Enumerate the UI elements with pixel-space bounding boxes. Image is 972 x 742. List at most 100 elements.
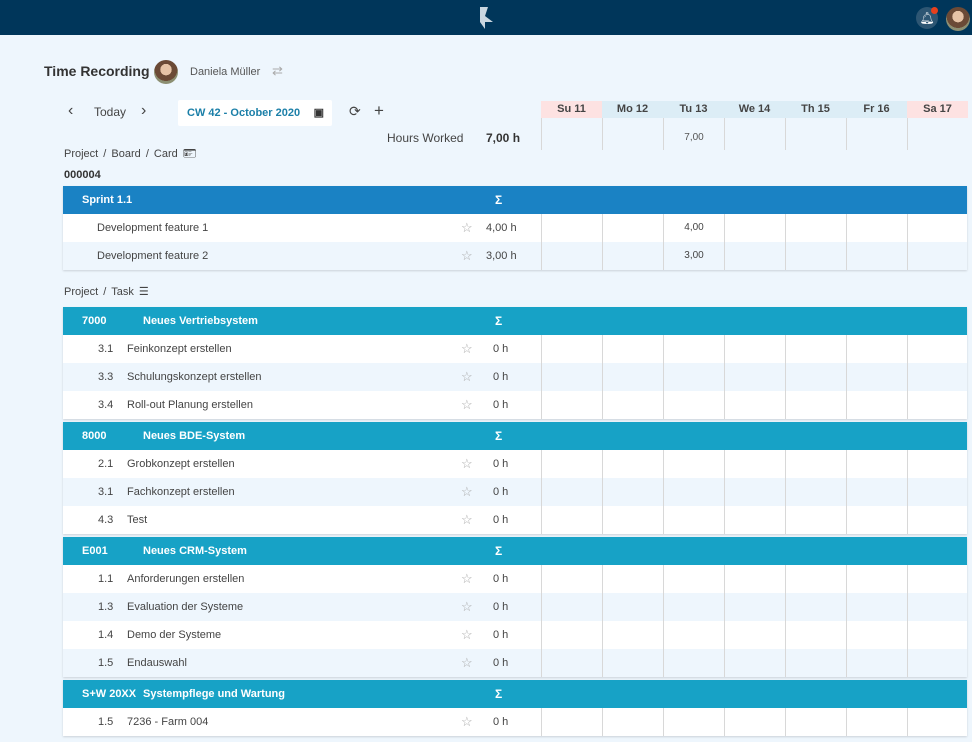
day-cell[interactable] — [724, 363, 785, 391]
day-cell[interactable] — [663, 565, 724, 593]
day-cell[interactable] — [602, 335, 663, 363]
day-cell[interactable] — [724, 242, 785, 270]
day-cell[interactable] — [846, 391, 907, 419]
day-cell[interactable] — [663, 391, 724, 419]
app-logo[interactable] — [479, 7, 495, 29]
day-cell[interactable] — [663, 593, 724, 621]
day-cell[interactable] — [846, 242, 907, 270]
star-icon[interactable]: ☆ — [461, 655, 473, 670]
day-cell[interactable] — [602, 621, 663, 649]
day-cell[interactable] — [541, 708, 602, 736]
day-cell[interactable] — [846, 363, 907, 391]
day-cell[interactable] — [785, 621, 846, 649]
day-cell[interactable] — [785, 214, 846, 242]
day-cell[interactable] — [663, 335, 724, 363]
day-cell[interactable] — [602, 391, 663, 419]
group-header[interactable]: S+W 20XX Systempflege und Wartung Σ — [63, 680, 967, 708]
day-cell[interactable] — [602, 649, 663, 677]
day-cell[interactable] — [724, 621, 785, 649]
day-cell[interactable] — [785, 335, 846, 363]
day-cell[interactable] — [541, 450, 602, 478]
day-cell[interactable] — [785, 593, 846, 621]
day-cell[interactable] — [602, 506, 663, 534]
day-cell[interactable] — [907, 214, 968, 242]
day-cell[interactable] — [785, 450, 846, 478]
next-week-button[interactable]: › — [141, 102, 147, 119]
day-cell[interactable] — [846, 335, 907, 363]
day-cell[interactable] — [846, 708, 907, 736]
day-cell[interactable] — [907, 478, 968, 506]
day-cell[interactable] — [724, 391, 785, 419]
day-cell[interactable] — [907, 335, 968, 363]
day-cell[interactable] — [724, 450, 785, 478]
day-cell[interactable] — [846, 565, 907, 593]
group-header[interactable]: 7000 Neues Vertriebsystem Σ — [63, 307, 967, 335]
day-cell[interactable]: 3,00 — [663, 242, 724, 270]
day-cell[interactable] — [907, 450, 968, 478]
prev-week-button[interactable]: ‹ — [68, 102, 74, 119]
day-cell[interactable] — [907, 621, 968, 649]
day-cell[interactable] — [724, 335, 785, 363]
day-cell[interactable] — [541, 478, 602, 506]
day-cell[interactable]: 4,00 — [663, 214, 724, 242]
day-cell[interactable] — [663, 708, 724, 736]
day-cell[interactable] — [846, 621, 907, 649]
switch-user-icon[interactable]: ⇄ — [272, 63, 283, 78]
day-cell[interactable] — [846, 478, 907, 506]
group-header[interactable]: E001 Neues CRM-System Σ — [63, 537, 967, 565]
day-cell[interactable] — [907, 242, 968, 270]
day-cell[interactable] — [541, 565, 602, 593]
star-icon[interactable]: ☆ — [461, 599, 473, 614]
day-cell[interactable] — [785, 478, 846, 506]
star-icon[interactable]: ☆ — [461, 456, 473, 471]
group-header[interactable]: 8000 Neues BDE-System Σ — [63, 422, 967, 450]
day-cell[interactable] — [846, 593, 907, 621]
day-cell[interactable] — [602, 593, 663, 621]
day-cell[interactable] — [907, 649, 968, 677]
profile-avatar[interactable] — [946, 7, 970, 31]
star-icon[interactable]: ☆ — [461, 397, 473, 412]
day-cell[interactable] — [724, 649, 785, 677]
day-cell[interactable] — [846, 214, 907, 242]
day-cell[interactable] — [602, 708, 663, 736]
day-cell[interactable] — [846, 506, 907, 534]
day-cell[interactable] — [541, 242, 602, 270]
refresh-button[interactable]: ⟳ — [349, 103, 361, 119]
day-cell[interactable] — [663, 506, 724, 534]
day-cell[interactable] — [724, 708, 785, 736]
day-cell[interactable] — [907, 506, 968, 534]
day-cell[interactable] — [663, 450, 724, 478]
week-picker[interactable]: CW 42 - October 2020 ▣ — [178, 100, 332, 126]
day-cell[interactable] — [541, 214, 602, 242]
day-cell[interactable] — [541, 649, 602, 677]
star-icon[interactable]: ☆ — [461, 571, 473, 586]
day-cell[interactable] — [663, 478, 724, 506]
group-header[interactable]: Sprint 1.1 Σ — [63, 186, 967, 214]
day-cell[interactable] — [541, 621, 602, 649]
notifications-button[interactable]: 🔔︎ — [916, 7, 938, 29]
day-cell[interactable] — [724, 478, 785, 506]
task-breadcrumb[interactable]: Project / Task ☰ — [64, 285, 149, 298]
day-cell[interactable] — [785, 242, 846, 270]
day-cell[interactable] — [724, 593, 785, 621]
day-cell[interactable] — [907, 363, 968, 391]
day-cell[interactable] — [663, 621, 724, 649]
day-cell[interactable] — [724, 506, 785, 534]
day-cell[interactable] — [602, 565, 663, 593]
day-cell[interactable] — [663, 649, 724, 677]
day-cell[interactable] — [785, 391, 846, 419]
day-cell[interactable] — [602, 363, 663, 391]
day-cell[interactable] — [602, 450, 663, 478]
today-button[interactable]: Today — [94, 105, 127, 119]
day-cell[interactable] — [907, 565, 968, 593]
day-cell[interactable] — [907, 708, 968, 736]
day-cell[interactable] — [785, 649, 846, 677]
day-cell[interactable] — [724, 214, 785, 242]
day-cell[interactable] — [907, 391, 968, 419]
day-cell[interactable] — [907, 593, 968, 621]
day-cell[interactable] — [541, 335, 602, 363]
day-cell[interactable] — [602, 242, 663, 270]
day-cell[interactable] — [846, 450, 907, 478]
star-icon[interactable]: ☆ — [461, 341, 473, 356]
star-icon[interactable]: ☆ — [461, 248, 473, 263]
